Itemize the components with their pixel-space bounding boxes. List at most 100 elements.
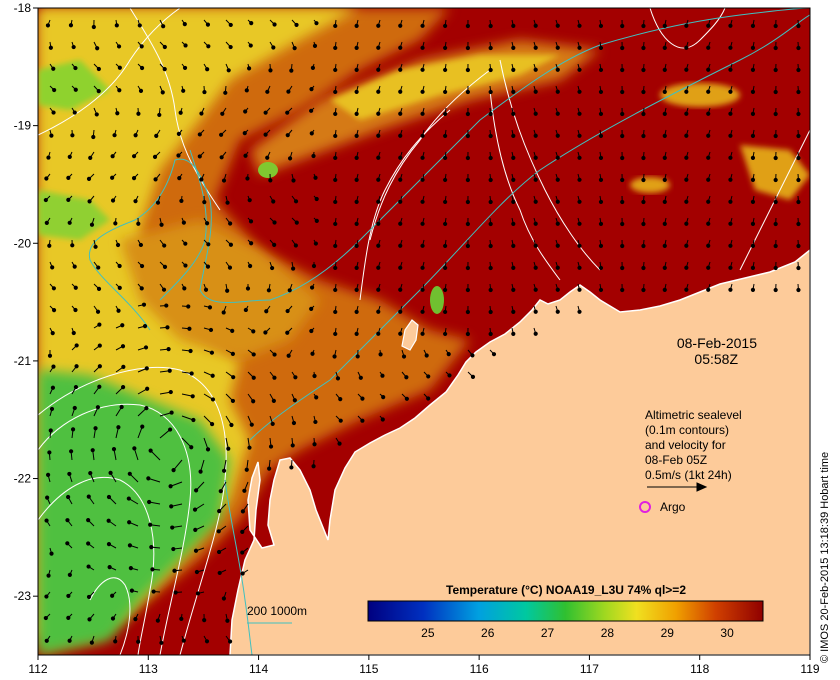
velocity-arrow-head — [293, 243, 298, 248]
velocity-arrow-head — [443, 309, 448, 315]
velocity-arrow-head — [43, 197, 48, 203]
velocity-arrow-head — [155, 618, 160, 623]
velocity-arrow-head — [65, 541, 70, 546]
velocity-arrow-head — [47, 450, 52, 455]
velocity-arrow-head — [66, 175, 71, 180]
velocity-arrow-head — [137, 23, 142, 28]
velocity-arrow-head — [52, 87, 57, 93]
velocity-arrow-head — [177, 176, 182, 181]
velocity-arrow-head — [355, 354, 360, 359]
velocity-arrow-head — [577, 67, 582, 72]
colorbar-tick-label: 26 — [481, 626, 495, 640]
velocity-arrow-head — [198, 469, 203, 474]
velocity-arrow-head — [74, 364, 79, 369]
velocity-arrow-head — [598, 265, 604, 271]
velocity-arrow-head — [333, 221, 338, 227]
velocity-arrow-head — [171, 468, 176, 473]
velocity-arrow-head — [45, 495, 50, 500]
velocity-arrow-head — [313, 241, 318, 246]
colorbar-tick-label: 28 — [601, 626, 615, 640]
velocity-arrow-head — [420, 89, 425, 94]
velocity-arrow-head — [598, 177, 604, 183]
velocity-arrow-head — [193, 548, 199, 553]
velocity-arrow-head — [96, 66, 101, 72]
velocity-arrow-head — [159, 222, 164, 227]
velocity-arrow-head — [447, 373, 452, 378]
velocity-arrow-head — [181, 220, 186, 225]
velocity-arrow-head — [728, 89, 733, 94]
velocity-arrow-head — [706, 199, 711, 204]
plot-frame — [37, 7, 811, 656]
lat-tick-label: -19 — [14, 119, 32, 133]
velocity-arrow-head — [115, 242, 121, 248]
velocity-arrow-head — [231, 375, 236, 380]
velocity-arrow-head — [380, 373, 385, 378]
velocity-arrow-head — [376, 177, 381, 182]
velocity-arrow-head — [221, 596, 226, 601]
velocity-arrow-head — [226, 446, 231, 451]
velocity-arrow-head — [378, 352, 383, 357]
land-mass — [229, 249, 810, 655]
velocity-arrow-head — [577, 133, 582, 138]
velocity-arrow-head — [488, 111, 493, 117]
velocity-arrow-head — [227, 639, 233, 644]
velocity-arrow-head — [470, 374, 476, 379]
velocity-arrow-head — [555, 199, 560, 204]
velocity-arrow-head — [131, 176, 137, 181]
velocity-arrow-head — [470, 353, 475, 358]
velocity-arrow-head — [48, 428, 53, 433]
velocity-arrow-head — [229, 422, 234, 428]
velocity-arrow-head — [533, 23, 538, 28]
velocity-arrow-head — [314, 395, 319, 400]
velocity-arrow-head — [443, 243, 448, 249]
velocity-arrow-head — [202, 89, 207, 95]
velocity-arrow-head — [577, 221, 582, 226]
velocity-arrow-head — [96, 286, 102, 291]
velocity-arrow-head — [398, 243, 403, 248]
velocity-arrow-head — [662, 133, 667, 138]
velocity-arrow-head — [150, 567, 155, 572]
velocity-arrow-head — [488, 177, 493, 183]
velocity-arrow-head — [555, 177, 560, 182]
velocity-arrow-head — [50, 265, 55, 270]
velocity-arrow-head — [750, 177, 756, 183]
velocity-arrow-head — [162, 243, 167, 248]
velocity-arrow-head — [272, 242, 277, 247]
velocity-arrow-head — [310, 351, 315, 356]
velocity-arrow-head — [662, 221, 667, 226]
velocity-arrow-head — [488, 287, 493, 293]
velocity-arrow-head — [197, 154, 202, 159]
velocity-arrow-head — [354, 199, 359, 204]
velocity-arrow-head — [333, 111, 338, 117]
velocity-arrow-head — [376, 331, 381, 336]
velocity-arrow-head — [87, 199, 92, 204]
velocity-arrow-head — [106, 542, 112, 547]
velocity-arrow-head — [511, 199, 516, 204]
velocity-arrow-head — [398, 177, 403, 182]
velocity-arrow-head — [598, 133, 604, 139]
velocity-arrow-head — [291, 178, 296, 183]
velocity-arrow-head — [426, 396, 431, 401]
velocity-arrow-head — [111, 447, 117, 452]
velocity-arrow-head — [248, 219, 254, 224]
velocity-arrows — [43, 19, 801, 645]
velocity-arrow-head — [169, 504, 174, 509]
velocity-arrow-head — [620, 243, 625, 249]
velocity-arrow-head — [728, 265, 733, 270]
velocity-arrow-head — [178, 110, 183, 115]
velocity-arrow-head — [404, 396, 409, 401]
velocity-arrow-head — [139, 65, 145, 71]
velocity-arrow-head — [161, 24, 166, 29]
velocity-arrow-head — [49, 551, 54, 556]
velocity-arrow-head — [511, 287, 516, 292]
velocity-arrow-head — [268, 68, 273, 73]
velocity-arrow-head — [465, 89, 470, 95]
velocity-arrow-head — [577, 199, 582, 204]
velocity-arrow-head — [398, 111, 403, 116]
velocity-arrow — [173, 459, 183, 471]
velocity-arrow-head — [94, 112, 99, 117]
velocity-arrow-head — [168, 484, 173, 489]
velocity-arrow-head — [773, 199, 778, 205]
velocity-arrow-head — [110, 198, 116, 203]
velocity-arrow-head — [728, 67, 733, 72]
